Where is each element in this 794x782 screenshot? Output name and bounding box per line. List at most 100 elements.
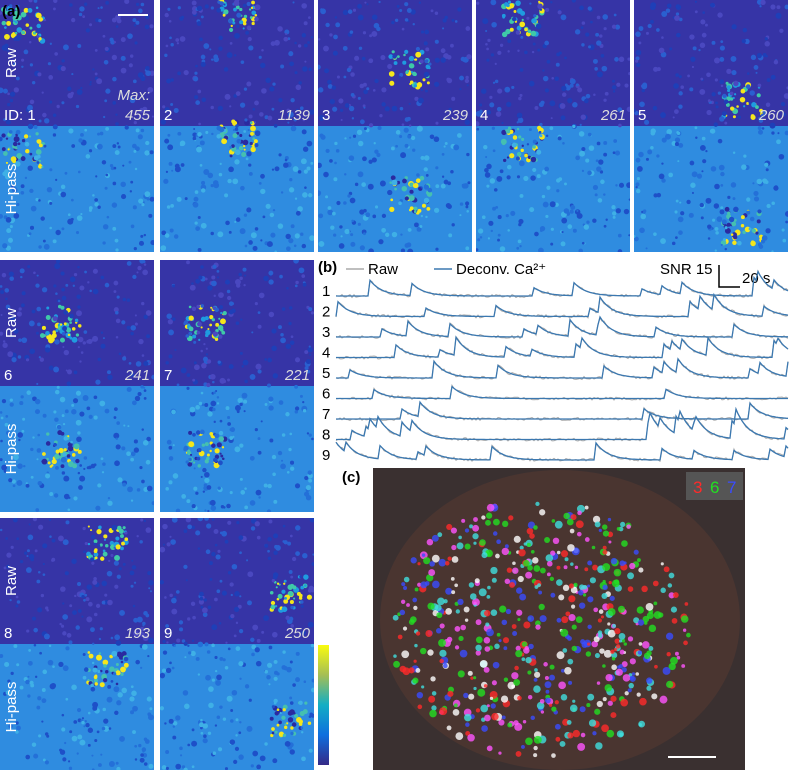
cell [467,670,473,676]
speckle [269,438,274,443]
speckle [210,184,214,188]
cell [472,524,480,532]
speckle [258,181,262,185]
speckle [13,62,17,66]
cell [544,676,549,681]
speckle [108,727,112,730]
speckle [16,663,20,667]
speckle [532,42,536,46]
speckle [59,337,65,343]
speckle [650,128,656,134]
cell [627,586,634,592]
cell [586,584,591,588]
speckle [79,475,86,482]
speckle [350,241,356,247]
speckle [115,437,118,440]
speckle [71,409,77,415]
cell [498,719,505,726]
cell [485,512,493,519]
speckle [284,725,288,730]
cell [623,642,628,646]
speckle [5,216,12,223]
speckle [757,83,762,88]
speckle [208,686,214,692]
speckle [52,330,56,334]
speckle [121,446,126,451]
deconv-trace [336,385,788,400]
speckle [76,294,81,299]
speckle [94,202,99,207]
speckle [243,284,246,287]
speckle [288,616,294,622]
speckle [219,579,223,583]
speckle [499,169,504,174]
cell [579,706,586,713]
cell [513,678,521,686]
speckle [545,134,549,138]
speckle [344,173,347,176]
speckle [31,742,37,747]
speckle [197,518,204,522]
speckle [271,731,275,735]
speckle [25,754,31,760]
speckle [301,756,306,762]
cell [631,672,636,676]
speckle [123,424,126,427]
speckle [73,496,78,501]
speckle [769,122,776,129]
speckle [266,383,271,388]
speckle [184,656,187,659]
speckle [653,193,658,198]
speckle [132,730,136,735]
speckle [617,233,622,238]
speckle [63,44,69,51]
speckle [110,166,115,171]
speckle [219,531,223,535]
speckle [66,454,71,458]
speckle [210,6,214,10]
speckle [234,220,237,223]
cell [507,722,513,728]
speckle [713,122,719,127]
cell [417,582,422,587]
speckle [499,43,504,47]
speckle [71,336,78,343]
cell [430,676,436,682]
cell [653,601,658,606]
hipass-image [476,126,630,252]
speckle [44,118,50,124]
speckle [581,43,585,47]
speckle [75,419,82,426]
speckle [516,151,522,157]
speckle [73,443,80,450]
speckle [254,16,259,22]
speckle [222,717,227,721]
speckle [168,329,175,336]
cell [588,719,597,727]
tile [160,260,314,512]
speckle [222,310,227,316]
speckle [2,342,8,349]
speckle [404,196,409,201]
speckle [395,130,401,135]
speckle [186,499,191,504]
speckle [295,525,301,531]
speckle [379,180,386,187]
cell [490,703,496,709]
speckle [36,13,42,19]
speckle [779,28,784,33]
speckle [575,155,580,161]
speckle [29,188,34,193]
speckle [537,3,543,9]
speckle [161,765,167,770]
speckle [423,41,428,46]
speckle [335,149,340,153]
speckle [168,456,174,461]
speckle [442,18,447,23]
speckle [83,330,88,334]
speckle [770,74,776,80]
speckle [65,646,70,651]
cell [392,614,399,621]
speckle [292,166,299,172]
cell [641,585,648,593]
